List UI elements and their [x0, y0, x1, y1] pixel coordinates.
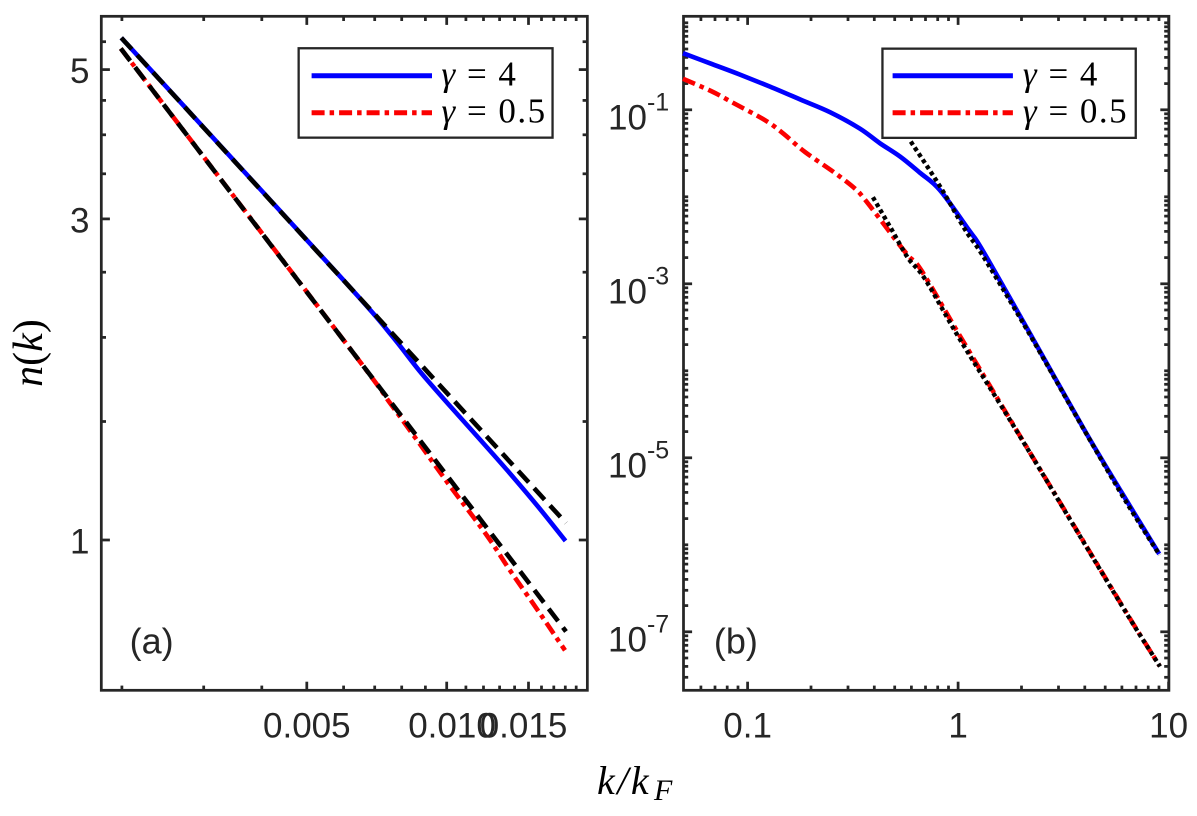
svg-text:3: 3 [70, 201, 89, 240]
svg-text:γ = 4: γ = 4 [1023, 55, 1099, 94]
svg-text:10: 10 [1149, 707, 1188, 746]
svg-text:1: 1 [70, 523, 89, 562]
svg-text:k/k: k/k [597, 758, 651, 803]
svg-text:5: 5 [70, 52, 89, 91]
svg-text:0.010: 0.010 [408, 707, 496, 746]
svg-text:γ = 0.5: γ = 0.5 [1023, 92, 1128, 131]
svg-text:γ = 4: γ = 4 [441, 55, 517, 94]
svg-text:0.1: 0.1 [723, 707, 772, 746]
svg-text:1: 1 [948, 707, 967, 746]
svg-text:n(k): n(k) [6, 319, 52, 387]
svg-text:0.005: 0.005 [263, 707, 351, 746]
svg-text:(a): (a) [130, 621, 174, 662]
svg-text:F: F [653, 774, 673, 807]
svg-text:0.015: 0.015 [480, 707, 568, 746]
svg-text:(b): (b) [714, 621, 758, 662]
svg-text:γ = 0.5: γ = 0.5 [441, 92, 546, 131]
